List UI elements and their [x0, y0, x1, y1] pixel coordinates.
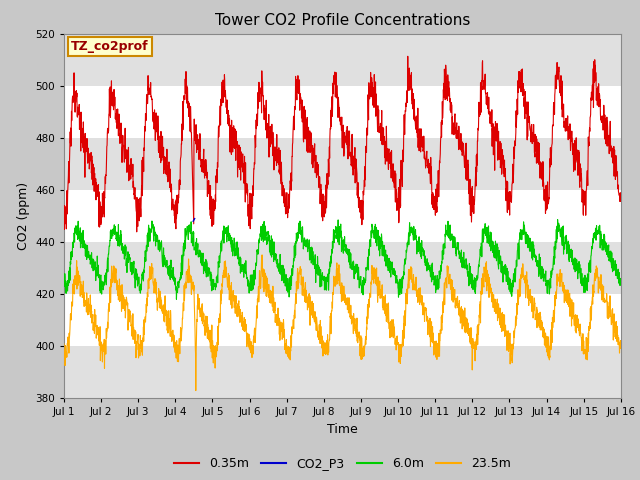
Title: Tower CO2 Profile Concentrations: Tower CO2 Profile Concentrations	[214, 13, 470, 28]
Text: TZ_co2prof: TZ_co2prof	[71, 40, 149, 53]
Bar	[64, 346, 621, 398]
Legend: 0.35m, CO2_P3, 6.0m, 23.5m: 0.35m, CO2_P3, 6.0m, 23.5m	[169, 452, 516, 475]
Bar	[64, 242, 621, 294]
Y-axis label: CO2 (ppm): CO2 (ppm)	[17, 182, 29, 250]
Bar	[64, 34, 621, 86]
Bar	[64, 138, 621, 190]
X-axis label: Time: Time	[327, 423, 358, 436]
